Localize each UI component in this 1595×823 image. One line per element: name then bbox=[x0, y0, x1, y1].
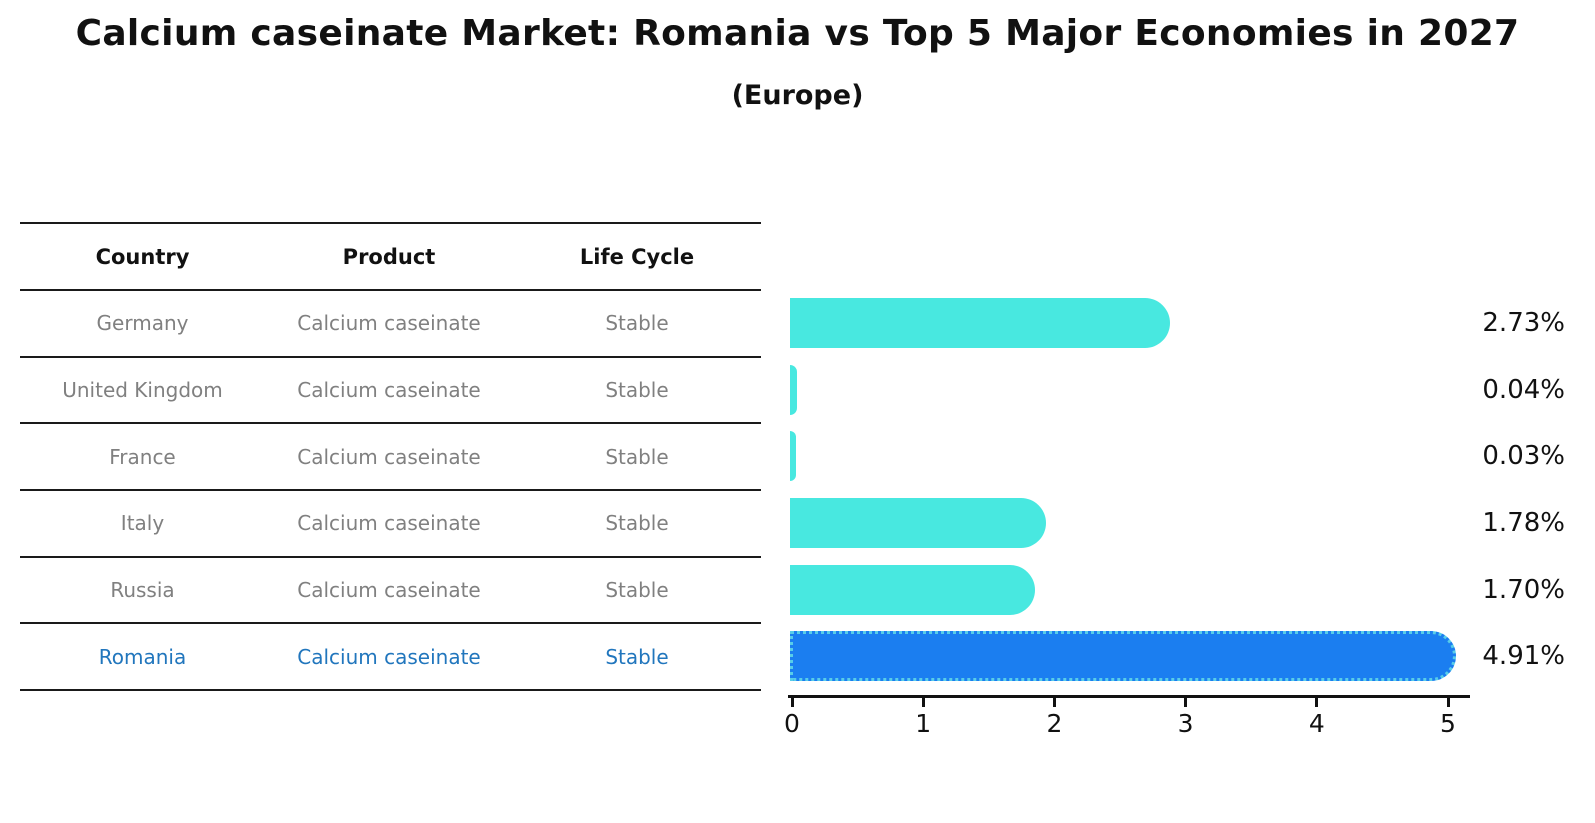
product-cell: Calcium caseinate bbox=[297, 444, 481, 469]
life-cycle-cell: Stable bbox=[605, 511, 669, 536]
bar bbox=[790, 298, 1171, 348]
x-axis-tick bbox=[790, 698, 794, 707]
product-cell: Calcium caseinate bbox=[297, 311, 481, 336]
country-cell: Germany bbox=[96, 311, 189, 336]
table-body: Germany Calcium caseinate Stable United Kin… bbox=[20, 291, 761, 691]
table-header-row: Country Product Life Cycle bbox=[20, 224, 761, 291]
bar-highlight bbox=[790, 631, 1457, 682]
country-cell: Russia bbox=[110, 577, 175, 602]
table-row: Germany Calcium caseinate Stable bbox=[20, 291, 761, 358]
column-header-product: Product bbox=[342, 244, 436, 269]
bar bbox=[790, 498, 1046, 548]
bar-value-label: 2.73% bbox=[1482, 308, 1565, 338]
country-cell: Italy bbox=[120, 511, 165, 536]
table-row: United Kingdom Calcium caseinate Stable bbox=[20, 358, 761, 425]
column-header-country: Country bbox=[95, 244, 190, 269]
country-cell: United Kingdom bbox=[62, 377, 223, 402]
product-cell: Calcium caseinate bbox=[297, 577, 481, 602]
bar-value-label: 0.04% bbox=[1482, 374, 1565, 405]
life-cycle-cell: Stable bbox=[605, 644, 669, 669]
x-axis-tick bbox=[1446, 698, 1450, 707]
x-axis-tick-label: 3 bbox=[1177, 709, 1194, 738]
x-axis-tick-label: 0 bbox=[784, 709, 800, 738]
x-axis-tick bbox=[1315, 698, 1319, 707]
bar-value-label: 1.70% bbox=[1482, 574, 1565, 605]
product-cell: Calcium caseinate bbox=[297, 377, 481, 402]
bar-value-label: 4.91% bbox=[1482, 641, 1565, 672]
table-row: Russia Calcium caseinate Stable bbox=[20, 558, 761, 625]
chart-title: Calcium caseinate Market: Romania vs Top… bbox=[75, 13, 1520, 54]
bar bbox=[790, 364, 798, 415]
x-axis-tick-label: 5 bbox=[1440, 709, 1456, 738]
life-cycle-cell: Stable bbox=[605, 577, 669, 602]
bar bbox=[790, 431, 796, 482]
chart-subtitle: (Europe) bbox=[731, 80, 864, 111]
bar-value-label: 0.03% bbox=[1482, 441, 1565, 472]
x-axis-tick bbox=[921, 698, 925, 707]
x-axis-tick bbox=[1184, 698, 1188, 707]
x-axis-tick bbox=[1052, 698, 1056, 707]
product-cell: Calcium caseinate bbox=[297, 511, 481, 536]
bar-value-label: 1.78% bbox=[1482, 508, 1565, 538]
x-axis-tick-label: 1 bbox=[915, 709, 932, 738]
table-row: Italy Calcium caseinate Stable bbox=[20, 491, 761, 558]
column-header-life-cycle: Life Cycle bbox=[579, 244, 695, 269]
table-row: France Calcium caseinate Stable bbox=[20, 424, 761, 491]
x-axis-tick-label: 2 bbox=[1046, 709, 1063, 738]
life-cycle-cell: Stable bbox=[605, 377, 669, 402]
country-cell: France bbox=[109, 444, 176, 469]
product-cell: Calcium caseinate bbox=[297, 644, 481, 669]
country-cell: Romania bbox=[98, 644, 187, 669]
life-cycle-cell: Stable bbox=[605, 311, 669, 336]
x-axis-line bbox=[788, 695, 1470, 698]
bar bbox=[790, 564, 1036, 615]
table-row: Romania Calcium caseinate Stable bbox=[20, 624, 761, 691]
x-axis-tick-label: 4 bbox=[1308, 709, 1325, 738]
country-table: Country Product Life Cycle Germany Calciu… bbox=[20, 222, 761, 691]
life-cycle-cell: Stable bbox=[605, 444, 669, 469]
